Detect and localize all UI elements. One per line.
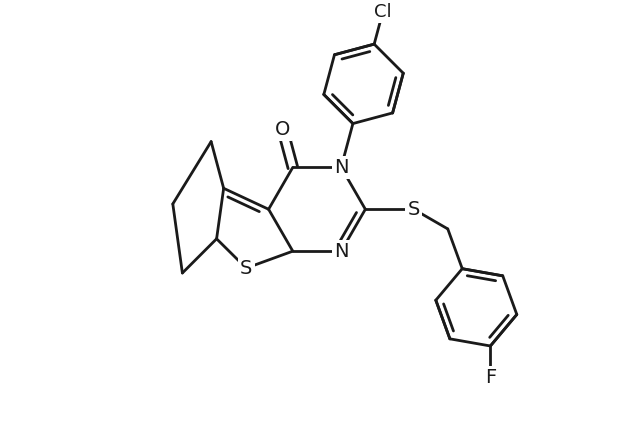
Text: Cl: Cl bbox=[374, 3, 392, 21]
Text: S: S bbox=[240, 259, 252, 277]
Text: N: N bbox=[334, 242, 348, 260]
Text: S: S bbox=[408, 200, 420, 219]
Text: O: O bbox=[275, 120, 291, 139]
Text: F: F bbox=[484, 368, 496, 387]
Text: N: N bbox=[334, 158, 348, 177]
